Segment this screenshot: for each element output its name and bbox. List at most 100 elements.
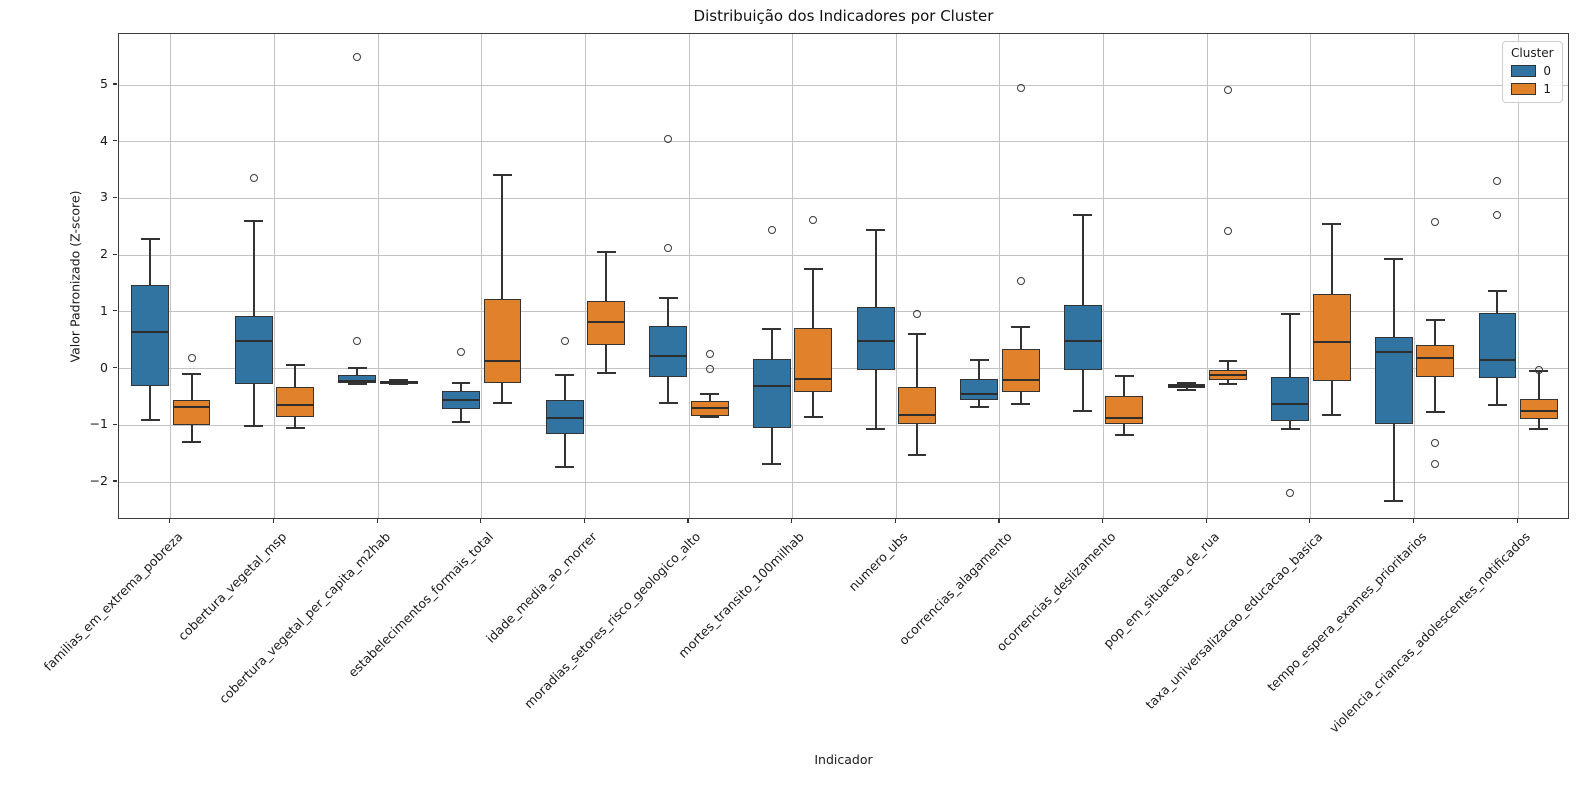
- x-tick-label-mortes_transito_100milhab: mortes_transito_100milhab: [675, 529, 808, 661]
- x-tick-mark: [1205, 519, 1207, 523]
- whisker-lower-cluster0-violencia_criancas_adolescentes_notificados: [1496, 377, 1499, 405]
- outlier-cluster1-moradias_setores_risco_geologico_alto: [705, 364, 714, 373]
- outlier-cluster1-numero_ubs: [913, 310, 922, 319]
- median-cluster0-pop_em_situacao_de_rua: [1167, 384, 1206, 387]
- cap-upper-cluster0-estabelecimentos_formais_total: [451, 381, 471, 384]
- whisker-upper-cluster0-violencia_criancas_adolescentes_notificados: [1496, 290, 1499, 313]
- whisker-lower-cluster0-ocorrencias_alagamento: [978, 399, 981, 407]
- whisker-upper-cluster1-tempo_espera_exames_prioritarios: [1434, 319, 1437, 346]
- legend-swatch-cluster-0: [1511, 65, 1536, 77]
- whisker-lower-cluster0-taxa_universalizacao_educacao_basica: [1289, 421, 1292, 430]
- median-cluster0-familias_em_extrema_pobreza: [131, 331, 169, 334]
- whisker-lower-cluster0-idade_media_ao_morrer: [563, 433, 566, 467]
- whisker-upper-cluster1-estabelecimentos_formais_total: [501, 174, 504, 300]
- whisker-lower-cluster0-numero_ubs: [874, 369, 877, 430]
- cap-upper-cluster0-numero_ubs: [866, 228, 886, 231]
- whisker-lower-cluster1-ocorrencias_deslizamento: [1123, 423, 1126, 435]
- box-cluster0-mortes_transito_100milhab: [753, 358, 791, 429]
- cap-upper-cluster1-ocorrencias_deslizamento: [1114, 374, 1134, 377]
- x-gridline: [377, 34, 379, 518]
- median-cluster0-cobertura_vegetal_msp: [234, 339, 273, 342]
- whisker-lower-cluster1-tempo_espera_exames_prioritarios: [1434, 377, 1437, 413]
- whisker-upper-cluster0-taxa_universalizacao_educacao_basica: [1289, 313, 1292, 377]
- y-tick-label: 5: [100, 76, 108, 92]
- x-gridline: [1206, 34, 1208, 518]
- median-cluster0-taxa_universalizacao_educacao_basica: [1271, 402, 1310, 405]
- whisker-upper-cluster1-cobertura_vegetal_msp: [294, 364, 297, 388]
- outlier-cluster1-ocorrencias_alagamento: [1016, 83, 1025, 92]
- outlier-cluster0-moradias_setores_risco_geologico_alto: [664, 134, 673, 143]
- cap-lower-cluster1-cobertura_vegetal_per_capita_m2hab: [389, 383, 409, 386]
- x-tick-label-taxa_universalizacao_educacao_basica: taxa_universalizacao_educacao_basica: [1142, 529, 1326, 713]
- x-gridline: [895, 34, 897, 518]
- y-tick-label: −1: [89, 416, 108, 432]
- cap-upper-cluster1-tempo_espera_exames_prioritarios: [1425, 318, 1445, 321]
- whisker-upper-cluster0-mortes_transito_100milhab: [770, 328, 773, 359]
- median-cluster0-ocorrencias_deslizamento: [1063, 339, 1102, 342]
- outlier-cluster1-pop_em_situacao_de_rua: [1223, 86, 1232, 95]
- x-tick-mark: [1516, 519, 1518, 523]
- cap-lower-cluster0-ocorrencias_deslizamento: [1073, 410, 1093, 413]
- box-cluster0-cobertura_vegetal_per_capita_m2hab: [338, 375, 377, 384]
- cap-upper-cluster0-idade_media_ao_morrer: [555, 374, 575, 377]
- cap-upper-cluster0-cobertura_vegetal_msp: [244, 220, 264, 223]
- cap-upper-cluster0-tempo_espera_exames_prioritarios: [1384, 258, 1404, 261]
- box-cluster0-taxa_universalizacao_educacao_basica: [1271, 376, 1310, 422]
- box-cluster1-mortes_transito_100milhab: [794, 328, 833, 393]
- cap-lower-cluster0-familias_em_extrema_pobreza: [140, 418, 160, 421]
- median-cluster1-estabelecimentos_formais_total: [483, 359, 522, 362]
- cap-upper-cluster0-mortes_transito_100milhab: [762, 327, 782, 330]
- cap-lower-cluster1-moradias_setores_risco_geologico_alto: [700, 416, 720, 419]
- outlier-cluster0-mortes_transito_100milhab: [767, 226, 776, 235]
- median-cluster0-cobertura_vegetal_per_capita_m2hab: [338, 380, 377, 383]
- median-cluster1-tempo_espera_exames_prioritarios: [1416, 357, 1455, 360]
- median-cluster1-idade_media_ao_morrer: [587, 320, 626, 323]
- x-gridline: [1414, 34, 1416, 518]
- y-gridline: [119, 197, 1568, 199]
- whisker-lower-cluster0-ocorrencias_deslizamento: [1081, 370, 1084, 412]
- cap-upper-cluster0-ocorrencias_alagamento: [969, 359, 989, 362]
- outlier-cluster1-ocorrencias_alagamento: [1016, 276, 1025, 285]
- x-gridline: [1517, 34, 1519, 518]
- whisker-lower-cluster0-mortes_transito_100milhab: [770, 428, 773, 464]
- box-cluster0-idade_media_ao_morrer: [545, 399, 584, 434]
- cap-upper-cluster1-moradias_setores_risco_geologico_alto: [700, 392, 720, 395]
- box-cluster1-violencia_criancas_adolescentes_notificados: [1519, 398, 1558, 420]
- legend-swatch-cluster-1: [1511, 83, 1536, 95]
- cap-upper-cluster1-mortes_transito_100milhab: [803, 268, 823, 271]
- x-gridline: [999, 34, 1001, 518]
- whisker-upper-cluster0-estabelecimentos_formais_total: [460, 382, 463, 392]
- x-tick-mark: [998, 519, 1000, 523]
- median-cluster0-numero_ubs: [856, 340, 895, 343]
- median-cluster1-cobertura_vegetal_msp: [276, 404, 315, 407]
- box-cluster1-taxa_universalizacao_educacao_basica: [1312, 293, 1351, 382]
- x-tick-mark: [1102, 519, 1104, 523]
- whisker-lower-cluster1-estabelecimentos_formais_total: [501, 382, 504, 403]
- box-cluster0-violencia_criancas_adolescentes_notificados: [1478, 313, 1517, 378]
- x-tick-mark: [687, 519, 689, 523]
- cap-upper-cluster0-cobertura_vegetal_per_capita_m2hab: [347, 367, 367, 370]
- cap-lower-cluster0-violencia_criancas_adolescentes_notificados: [1487, 403, 1507, 406]
- outlier-cluster1-tempo_espera_exames_prioritarios: [1431, 217, 1440, 226]
- x-gridline: [688, 34, 690, 518]
- outlier-cluster1-violencia_criancas_adolescentes_notificados: [1534, 365, 1543, 374]
- cap-lower-cluster1-tempo_espera_exames_prioritarios: [1425, 411, 1445, 414]
- whisker-lower-cluster1-numero_ubs: [916, 424, 919, 455]
- median-cluster1-familias_em_extrema_pobreza: [172, 406, 211, 409]
- chart-title: Distribuição dos Indicadores por Cluster: [693, 7, 994, 25]
- cap-lower-cluster0-numero_ubs: [866, 428, 886, 431]
- whisker-upper-cluster1-taxa_universalizacao_educacao_basica: [1330, 223, 1333, 294]
- median-cluster1-numero_ubs: [898, 413, 936, 416]
- median-cluster1-mortes_transito_100milhab: [794, 377, 833, 380]
- cap-lower-cluster1-familias_em_extrema_pobreza: [182, 441, 201, 444]
- median-cluster1-ocorrencias_deslizamento: [1105, 417, 1144, 420]
- outlier-cluster0-violencia_criancas_adolescentes_notificados: [1493, 177, 1502, 186]
- outlier-cluster0-cobertura_vegetal_per_capita_m2hab: [353, 336, 362, 345]
- outlier-cluster0-idade_media_ao_morrer: [560, 336, 569, 345]
- cap-lower-cluster0-taxa_universalizacao_educacao_basica: [1280, 428, 1300, 431]
- cap-upper-cluster0-ocorrencias_deslizamento: [1073, 214, 1093, 217]
- cap-lower-cluster0-moradias_setores_risco_geologico_alto: [658, 401, 678, 404]
- outlier-cluster1-mortes_transito_100milhab: [809, 216, 818, 224]
- y-tick-mark: [113, 310, 117, 312]
- cap-upper-cluster1-idade_media_ao_morrer: [596, 250, 616, 253]
